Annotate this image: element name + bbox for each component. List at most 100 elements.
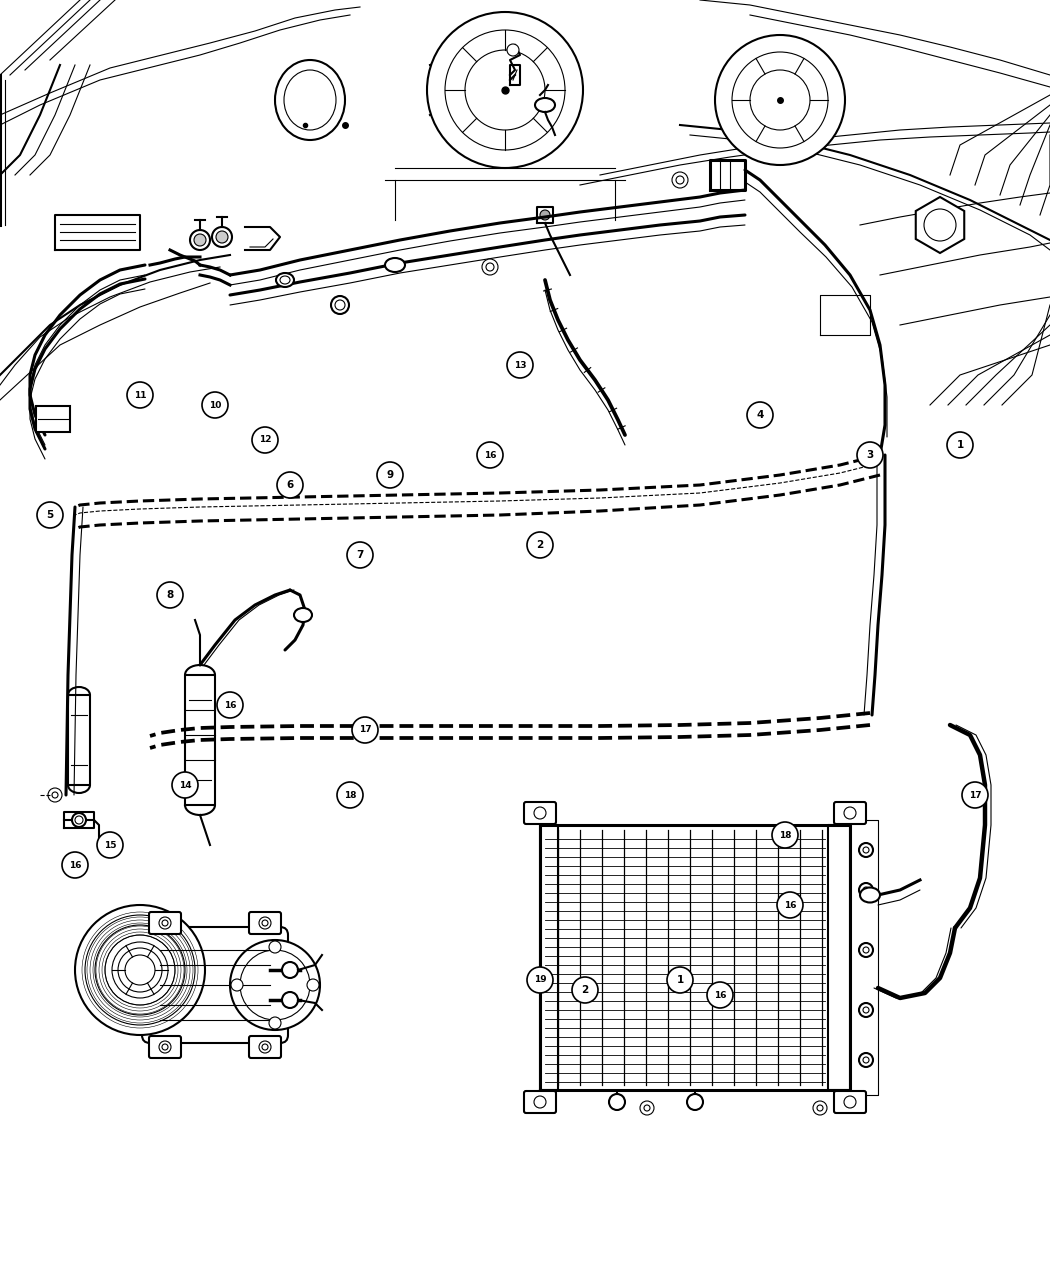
Circle shape bbox=[772, 822, 798, 848]
Circle shape bbox=[307, 979, 319, 991]
Circle shape bbox=[859, 843, 873, 857]
Text: 1: 1 bbox=[957, 440, 964, 450]
Text: 2: 2 bbox=[582, 986, 589, 994]
Text: 19: 19 bbox=[533, 975, 546, 984]
Circle shape bbox=[527, 532, 553, 558]
Circle shape bbox=[212, 227, 232, 247]
Circle shape bbox=[259, 917, 271, 929]
Text: 5: 5 bbox=[46, 510, 54, 520]
FancyBboxPatch shape bbox=[524, 1091, 557, 1113]
Text: 17: 17 bbox=[969, 790, 982, 799]
Circle shape bbox=[230, 940, 320, 1030]
Circle shape bbox=[72, 813, 86, 827]
FancyBboxPatch shape bbox=[149, 1037, 181, 1058]
Circle shape bbox=[231, 979, 243, 991]
Circle shape bbox=[527, 966, 553, 993]
Circle shape bbox=[507, 352, 533, 377]
Circle shape bbox=[859, 1003, 873, 1017]
Circle shape bbox=[857, 442, 883, 468]
Text: 11: 11 bbox=[133, 390, 146, 399]
Text: 4: 4 bbox=[756, 411, 763, 419]
Circle shape bbox=[37, 502, 63, 528]
Circle shape bbox=[159, 917, 171, 929]
Circle shape bbox=[962, 782, 988, 808]
Circle shape bbox=[747, 402, 773, 428]
Circle shape bbox=[194, 235, 206, 246]
Circle shape bbox=[282, 992, 298, 1009]
Ellipse shape bbox=[294, 608, 312, 622]
Circle shape bbox=[269, 1017, 281, 1029]
Text: 9: 9 bbox=[386, 470, 394, 479]
FancyBboxPatch shape bbox=[834, 1091, 866, 1113]
Text: 7: 7 bbox=[356, 550, 363, 560]
Circle shape bbox=[190, 230, 210, 250]
Text: 16: 16 bbox=[783, 900, 796, 909]
Circle shape bbox=[534, 1096, 546, 1108]
FancyBboxPatch shape bbox=[834, 802, 866, 824]
Circle shape bbox=[540, 210, 550, 221]
Text: 16: 16 bbox=[68, 861, 81, 870]
FancyBboxPatch shape bbox=[249, 912, 281, 935]
Circle shape bbox=[947, 432, 973, 458]
Circle shape bbox=[217, 692, 243, 718]
FancyBboxPatch shape bbox=[142, 927, 288, 1043]
Ellipse shape bbox=[860, 887, 880, 903]
Text: 3: 3 bbox=[866, 450, 874, 460]
Circle shape bbox=[202, 391, 228, 418]
Circle shape bbox=[48, 788, 62, 802]
Circle shape bbox=[507, 45, 519, 56]
Circle shape bbox=[216, 231, 228, 244]
Circle shape bbox=[813, 1102, 827, 1116]
Text: 16: 16 bbox=[714, 991, 727, 1000]
Circle shape bbox=[687, 1094, 704, 1111]
Text: 12: 12 bbox=[258, 436, 271, 445]
Circle shape bbox=[259, 1040, 271, 1053]
Ellipse shape bbox=[276, 273, 294, 287]
Circle shape bbox=[844, 1096, 856, 1108]
Circle shape bbox=[859, 884, 873, 898]
Circle shape bbox=[667, 966, 693, 993]
Text: 13: 13 bbox=[513, 361, 526, 370]
Text: 16: 16 bbox=[224, 700, 236, 709]
Text: 16: 16 bbox=[484, 450, 497, 459]
Text: 18: 18 bbox=[779, 830, 792, 839]
Text: 6: 6 bbox=[287, 479, 294, 490]
FancyBboxPatch shape bbox=[524, 802, 557, 824]
Circle shape bbox=[337, 782, 363, 808]
Circle shape bbox=[352, 717, 378, 743]
Text: 14: 14 bbox=[178, 780, 191, 789]
Circle shape bbox=[572, 977, 598, 1003]
FancyBboxPatch shape bbox=[36, 405, 70, 432]
Circle shape bbox=[252, 427, 278, 453]
Circle shape bbox=[97, 833, 123, 858]
Circle shape bbox=[715, 34, 845, 164]
Circle shape bbox=[672, 172, 688, 187]
Text: 15: 15 bbox=[104, 840, 117, 849]
Circle shape bbox=[127, 382, 153, 408]
Circle shape bbox=[158, 581, 183, 608]
Circle shape bbox=[482, 259, 498, 275]
Circle shape bbox=[331, 296, 349, 314]
Circle shape bbox=[844, 807, 856, 819]
FancyBboxPatch shape bbox=[249, 1037, 281, 1058]
Circle shape bbox=[640, 1102, 654, 1116]
Circle shape bbox=[534, 807, 546, 819]
Circle shape bbox=[282, 963, 298, 978]
Circle shape bbox=[427, 11, 583, 168]
Circle shape bbox=[777, 892, 803, 918]
Text: 10: 10 bbox=[209, 400, 222, 409]
Text: 17: 17 bbox=[359, 725, 372, 734]
Circle shape bbox=[377, 462, 403, 488]
Circle shape bbox=[75, 905, 205, 1035]
Circle shape bbox=[859, 944, 873, 958]
Circle shape bbox=[477, 442, 503, 468]
Circle shape bbox=[269, 941, 281, 952]
Text: 8: 8 bbox=[166, 590, 173, 601]
Circle shape bbox=[277, 472, 303, 499]
FancyBboxPatch shape bbox=[149, 912, 181, 935]
Ellipse shape bbox=[536, 98, 555, 112]
Circle shape bbox=[159, 1040, 171, 1053]
Circle shape bbox=[62, 852, 88, 878]
Text: 1: 1 bbox=[676, 975, 684, 986]
Circle shape bbox=[609, 1094, 625, 1111]
